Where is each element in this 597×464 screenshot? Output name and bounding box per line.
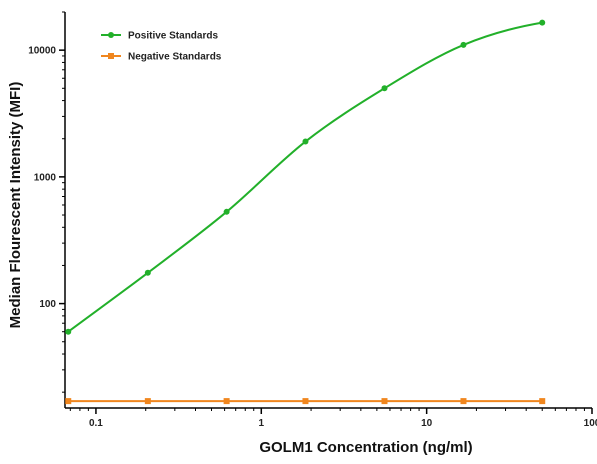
x-tick-label: 1	[259, 418, 265, 429]
data-point-negative-standards	[381, 398, 388, 405]
x-tick-label: 100	[584, 418, 597, 429]
legend-label-positive-standards: Positive Standards	[128, 31, 218, 42]
y-tick-label: 10000	[28, 46, 56, 57]
data-point-negative-standards	[223, 398, 230, 405]
axes: 100 1000 10000 0.1 1 10 100	[28, 11, 597, 429]
data-point-positive-standards	[223, 208, 230, 215]
data-point-negative-standards	[65, 398, 72, 405]
x-tick-label: 10	[421, 418, 433, 429]
data-point-negative-standards	[144, 398, 151, 405]
data-point-positive-standards	[460, 41, 467, 48]
data-point-positive-standards	[144, 269, 151, 276]
data-point-negative-standards	[460, 398, 467, 405]
legend-marker-positive-standards	[108, 32, 114, 38]
legend: Positive Standards Negative Standards	[101, 31, 222, 63]
x-tick-label: 0.1	[89, 418, 103, 429]
data-point-negative-standards	[539, 398, 546, 405]
legend-marker-negative-standards	[108, 53, 114, 59]
data-point-positive-standards	[302, 138, 309, 145]
y-axis-title: Median Flourescent Intensity (MFI)	[7, 82, 24, 329]
y-tick-label: 1000	[34, 172, 57, 183]
series-layer	[65, 19, 546, 405]
legend-label-negative-standards: Negative Standards	[128, 52, 222, 63]
series-line-positive-standards	[67, 21, 543, 333]
data-point-positive-standards	[65, 328, 72, 335]
data-point-positive-standards	[381, 85, 388, 92]
y-tick-label: 100	[39, 299, 56, 310]
x-axis-title: GOLM1 Concentration (ng/ml)	[259, 439, 472, 456]
data-point-negative-standards	[302, 398, 309, 405]
data-point-positive-standards	[539, 19, 546, 26]
